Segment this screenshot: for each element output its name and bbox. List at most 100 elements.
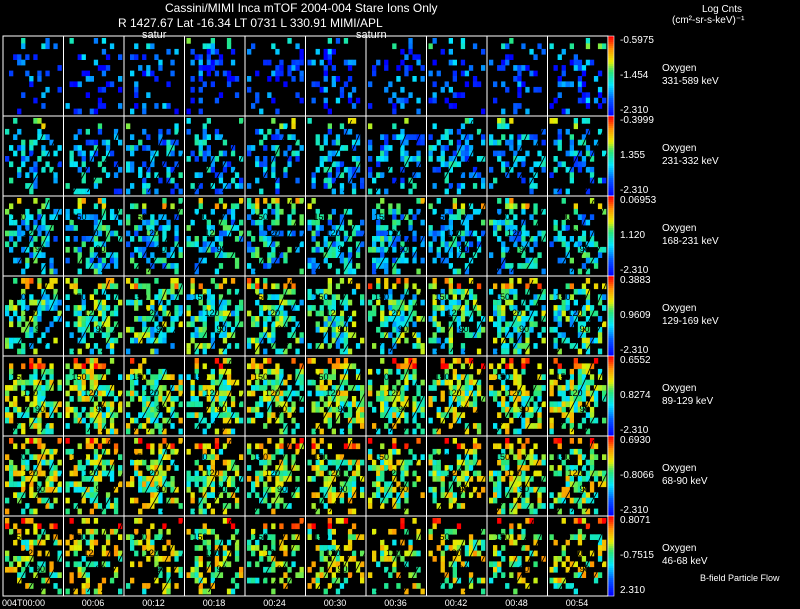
colorbar-segment bbox=[608, 548, 614, 551]
colorbar-max-label: 0.6930 bbox=[620, 435, 651, 446]
contour-line bbox=[510, 439, 548, 513]
colorbar-segment bbox=[608, 254, 614, 257]
contour-label: 120 bbox=[84, 548, 99, 558]
contour-line bbox=[315, 119, 352, 193]
contour-line bbox=[87, 199, 124, 273]
colorbar-segment bbox=[608, 442, 614, 445]
colorbar-segment bbox=[608, 460, 614, 463]
heatmap-panel: 150 120 90 bbox=[365, 275, 441, 357]
colorbar-segment bbox=[608, 446, 614, 449]
contour-line bbox=[557, 199, 594, 273]
colorbar-segment bbox=[608, 434, 614, 437]
contour-line bbox=[315, 279, 352, 353]
colorbar-segment bbox=[608, 302, 614, 305]
energy-label: 89-129 keV bbox=[662, 396, 714, 407]
heatmap-panel: 150 120 90 bbox=[63, 435, 138, 517]
colorbar-segment bbox=[608, 448, 614, 451]
colorbar-frame bbox=[607, 515, 615, 597]
contour-label: 150 bbox=[132, 532, 147, 542]
time-tick-label: 00:30 bbox=[323, 598, 347, 608]
colorbar-segment bbox=[608, 490, 614, 493]
colorbar-segment bbox=[608, 528, 614, 531]
colorbar-segment bbox=[608, 248, 614, 251]
colorbar-segment bbox=[608, 388, 614, 391]
contour-line bbox=[464, 199, 501, 273]
contour-label: 150 bbox=[435, 212, 450, 222]
colorbar-segment bbox=[608, 404, 614, 407]
colorbar-segment bbox=[608, 412, 614, 415]
contour-line bbox=[26, 519, 64, 593]
colorbar-segment bbox=[608, 90, 614, 93]
contour-line bbox=[403, 519, 441, 593]
colorbar-segment bbox=[608, 206, 614, 209]
colorbar-segment bbox=[608, 350, 614, 353]
contour-line bbox=[101, 119, 138, 193]
colorbar-segment bbox=[608, 332, 614, 335]
contour-label: 150 bbox=[556, 372, 571, 382]
contour-label: 150 bbox=[193, 532, 208, 542]
contour-line bbox=[585, 439, 622, 513]
colorbar-segment bbox=[608, 36, 614, 39]
contour-line bbox=[571, 519, 608, 593]
contour-label: 90 bbox=[398, 244, 408, 254]
colorbar-segment bbox=[608, 54, 614, 57]
colorbar-segment bbox=[608, 110, 614, 113]
contour-label: 90 bbox=[580, 564, 590, 574]
heatmap-panel: 150 120 90 bbox=[365, 435, 441, 517]
contour-label: 120 bbox=[205, 388, 220, 398]
contour-label: 90 bbox=[338, 404, 348, 414]
colorbar-segment bbox=[608, 114, 614, 117]
colorbar-segment bbox=[608, 348, 614, 351]
contour-label: 150 bbox=[556, 292, 571, 302]
contour-line bbox=[12, 519, 50, 593]
contour-label: 90 bbox=[459, 404, 469, 414]
heatmap-panel: 150 120 90 bbox=[184, 355, 259, 437]
colorbar-segment bbox=[608, 544, 614, 547]
contour-line bbox=[436, 439, 473, 513]
contour-label: 90 bbox=[277, 324, 287, 334]
contour-label: 90 bbox=[156, 404, 166, 414]
contour-line bbox=[26, 439, 64, 513]
colorbar-mid-label: 1.355 bbox=[620, 150, 646, 161]
colorbar-segment bbox=[608, 372, 614, 375]
contour-line bbox=[254, 519, 292, 593]
heatmap-panel: 150 120 90 bbox=[123, 195, 199, 277]
colorbar-segment bbox=[608, 522, 614, 525]
contour-label: 150 bbox=[495, 212, 510, 222]
colorbar-segment bbox=[608, 140, 614, 143]
colorbar-segment bbox=[608, 194, 614, 197]
contour-label: 120 bbox=[23, 548, 38, 558]
contour-label: 90 bbox=[580, 244, 590, 254]
heatmap-panel: 150 120 90 bbox=[547, 195, 622, 277]
heatmap-panel: 150 120 90 bbox=[123, 435, 199, 517]
colorbar-segment bbox=[608, 96, 614, 99]
contour-label: 120 bbox=[507, 388, 522, 398]
heatmap-panel: 150 120 90 bbox=[244, 435, 320, 517]
colorbar-segment bbox=[608, 384, 614, 387]
contour-line bbox=[403, 439, 441, 513]
contour-label: 120 bbox=[205, 548, 220, 558]
heatmap-panel bbox=[426, 35, 488, 117]
contour-label: 150 bbox=[253, 212, 268, 222]
colorbar-segment bbox=[608, 158, 614, 161]
heatmap-panel: 150 120 90 bbox=[63, 275, 138, 357]
contour-label: 150 bbox=[314, 372, 329, 382]
contour-line bbox=[375, 439, 413, 513]
heatmap-panel: 150 120 90 bbox=[547, 515, 622, 597]
contour-line bbox=[194, 439, 231, 513]
heatmap-panel bbox=[244, 115, 320, 197]
contour-label: 90 bbox=[338, 564, 348, 574]
colorbar-segment bbox=[608, 40, 614, 43]
contour-label: 120 bbox=[507, 308, 522, 318]
contour-label: 120 bbox=[568, 308, 583, 318]
contour-label: 120 bbox=[144, 228, 159, 238]
contour-label: 90 bbox=[277, 484, 287, 494]
contour-line bbox=[389, 519, 427, 593]
contour-line bbox=[585, 359, 622, 433]
contour-label: 90 bbox=[217, 564, 227, 574]
colorbar-segment bbox=[608, 480, 614, 483]
heatmap-panel: 150 120 90 bbox=[244, 275, 320, 357]
contour-line bbox=[329, 519, 366, 593]
contour-line bbox=[208, 199, 245, 273]
